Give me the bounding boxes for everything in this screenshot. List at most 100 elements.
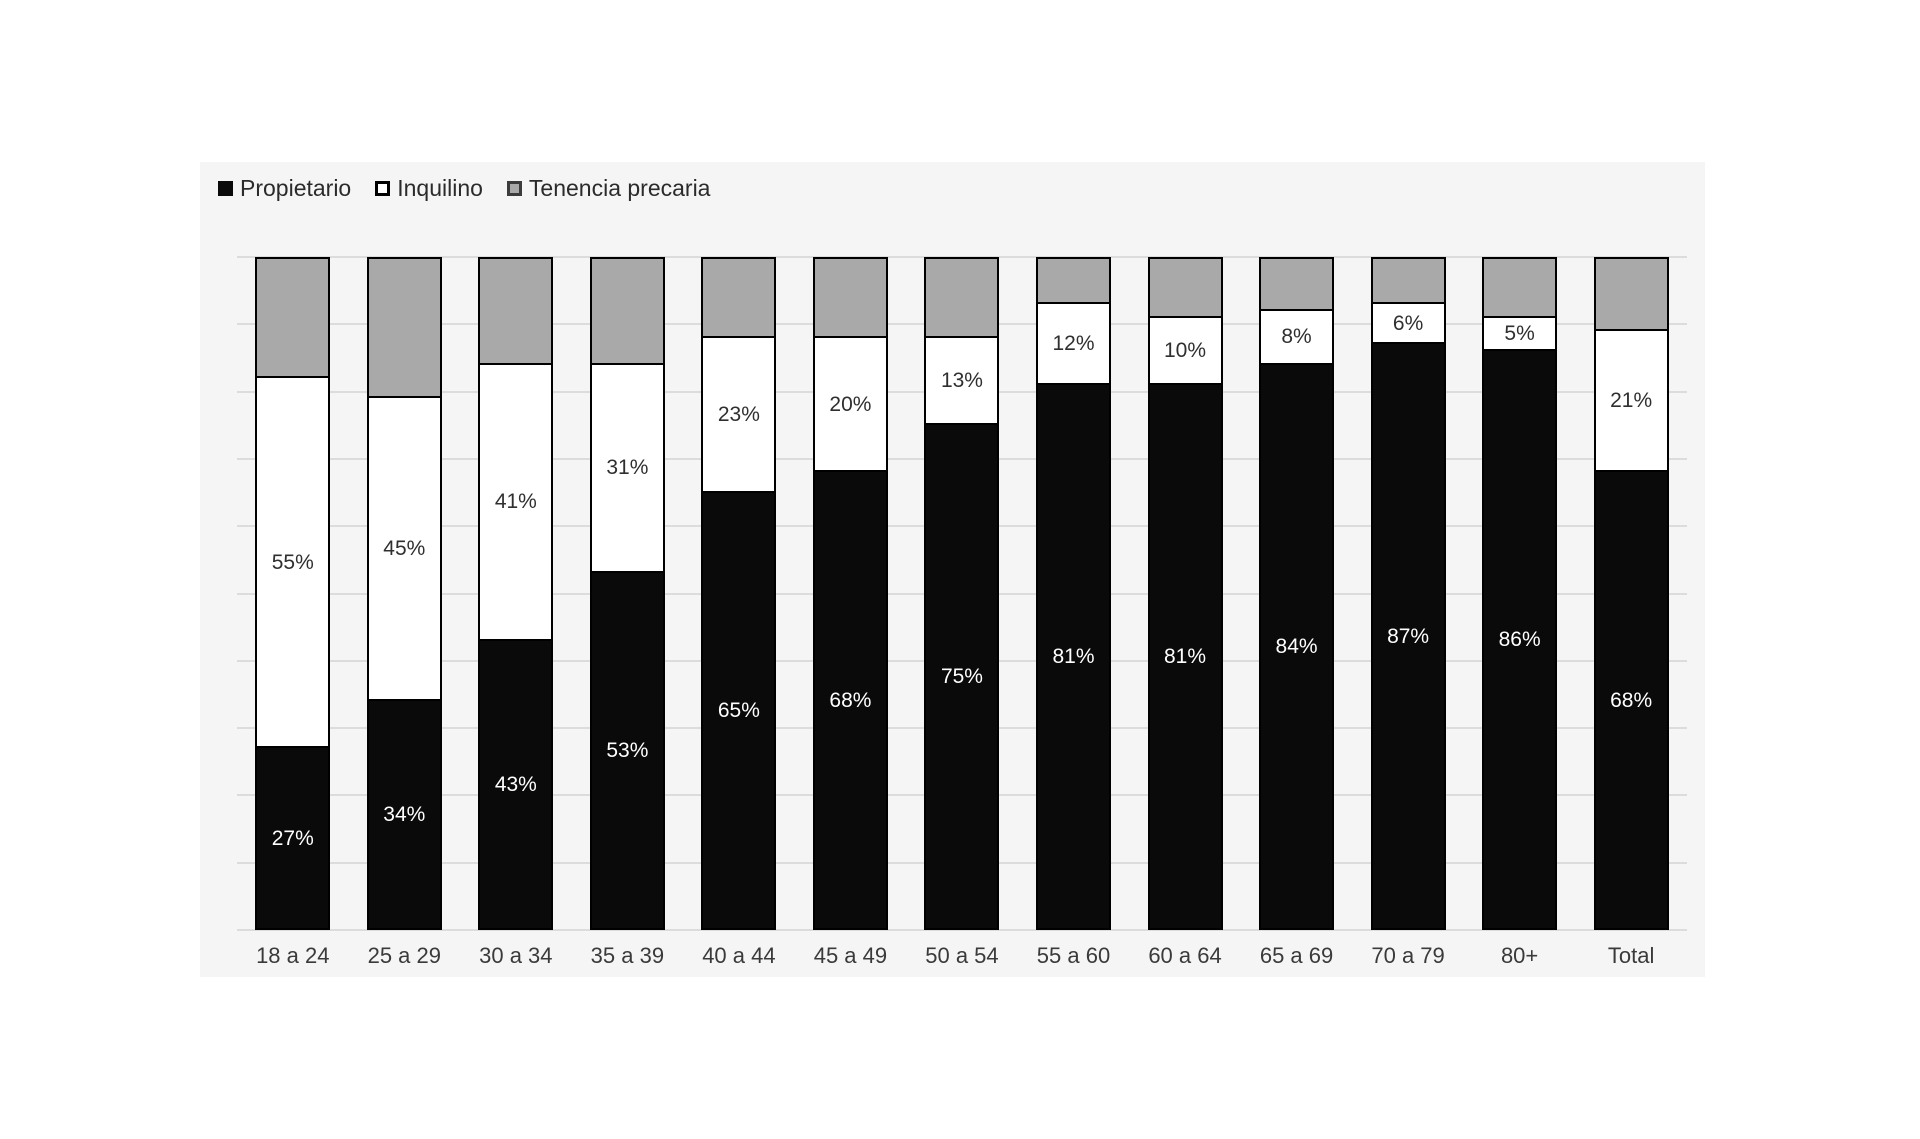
legend-swatch-propietario-icon xyxy=(218,181,233,196)
segment-label: 13% xyxy=(940,368,983,392)
segment-label: 10% xyxy=(1164,338,1207,362)
legend-label-propietario: Propietario xyxy=(240,175,352,201)
segment-inquilino: 23% xyxy=(701,337,777,493)
legend-swatch-tenencia-precaria-icon xyxy=(506,181,522,196)
segment-label: 43% xyxy=(494,772,537,796)
segment-label: 31% xyxy=(606,456,649,480)
segment-propietario: 75% xyxy=(924,425,1000,930)
bar-column: 20% 68% 45 a 49 xyxy=(812,257,888,968)
x-axis-label: 80+ xyxy=(1500,943,1539,968)
bar-column: 12% 81% 55 a 60 xyxy=(1035,257,1111,968)
segment-tenencia-precaria xyxy=(255,257,331,379)
segment-label: 27% xyxy=(271,826,314,850)
legend-item-propietario: Propietario xyxy=(218,175,351,202)
segment-label: 68% xyxy=(1610,688,1653,712)
segment-label: 20% xyxy=(829,392,872,416)
segment-label: 81% xyxy=(1052,644,1095,668)
legend-item-tenencia-precaria: Tenencia precaria xyxy=(506,175,710,202)
segment-tenencia-precaria xyxy=(366,257,442,399)
bar-column: 31% 53% 35 a 39 xyxy=(589,257,665,968)
segment-label: 55% xyxy=(271,550,314,574)
segment-inquilino: 21% xyxy=(1593,331,1669,473)
chart-legend: Propietario Inquilino Tenencia precaria xyxy=(218,175,710,202)
segment-tenencia-precaria xyxy=(589,257,665,365)
x-axis-label: 50 a 54 xyxy=(925,943,999,968)
bar-stack: 21% 68% xyxy=(1593,257,1669,930)
bar-column: 21% 68% Total xyxy=(1593,257,1669,968)
segment-label: 5% xyxy=(1504,321,1535,345)
segment-label: 53% xyxy=(606,739,649,763)
bar-stack: 55% 27% xyxy=(255,257,331,930)
segment-label: 87% xyxy=(1387,624,1430,648)
segment-inquilino: 55% xyxy=(255,378,331,749)
x-axis-label: 18 a 24 xyxy=(256,943,330,968)
segment-inquilino: 13% xyxy=(924,337,1000,426)
legend-item-inquilino: Inquilino xyxy=(375,175,483,202)
bar-column: 23% 65% 40 a 44 xyxy=(701,257,777,968)
bar-stack: 13% 75% xyxy=(924,257,1000,930)
segment-tenencia-precaria xyxy=(924,257,1000,338)
x-axis-label: 40 a 44 xyxy=(702,943,776,968)
segment-tenencia-precaria xyxy=(1370,257,1446,305)
segment-inquilino: 41% xyxy=(478,364,554,641)
segment-inquilino: 31% xyxy=(589,364,665,574)
segment-tenencia-precaria xyxy=(1259,257,1335,311)
segment-label: 75% xyxy=(940,665,983,689)
legend-swatch-inquilino-icon xyxy=(375,181,391,196)
x-axis-label: 70 a 79 xyxy=(1371,943,1445,968)
bar-stack: 5% 86% xyxy=(1482,257,1558,930)
segment-tenencia-precaria xyxy=(1593,257,1669,332)
segment-tenencia-precaria xyxy=(812,257,888,338)
segment-label: 6% xyxy=(1392,311,1424,335)
segment-propietario: 34% xyxy=(366,701,442,930)
bar-stack: 12% 81% xyxy=(1035,257,1111,930)
segment-tenencia-precaria xyxy=(1147,257,1223,318)
x-axis-label: 55 a 60 xyxy=(1036,943,1111,968)
legend-label-inquilino: Inquilino xyxy=(397,175,483,201)
plot-area: 55% 27% 18 a 24 45% 34% 25 a 29 41% 43% 30 a 34 3… xyxy=(237,256,1687,968)
bar-column: 10% 81% 60 a 64 xyxy=(1147,257,1223,968)
x-axis-label: 30 a 34 xyxy=(479,943,553,968)
segment-label: 23% xyxy=(717,402,760,426)
x-axis-label: 25 a 29 xyxy=(367,943,441,968)
segment-propietario: 68% xyxy=(812,472,888,930)
chart-panel: Propietario Inquilino Tenencia precaria … xyxy=(200,162,1705,977)
x-axis-label: 45 a 49 xyxy=(813,943,888,968)
bar-column: 8% 84% 65 a 69 xyxy=(1259,257,1335,968)
segment-propietario: 53% xyxy=(589,573,665,930)
bar-column: 45% 34% 25 a 29 xyxy=(366,257,442,968)
segment-propietario: 84% xyxy=(1259,364,1335,930)
segment-propietario: 68% xyxy=(1593,472,1669,930)
bar-stack: 6% 87% xyxy=(1370,257,1446,930)
x-axis-label: 60 a 64 xyxy=(1148,943,1222,968)
segment-label: 21% xyxy=(1610,389,1653,413)
segment-label: 45% xyxy=(383,537,426,561)
bar-stack: 23% 65% xyxy=(701,257,777,930)
segment-label: 41% xyxy=(494,490,537,514)
segment-label: 8% xyxy=(1281,325,1312,349)
x-axis-label: 65 a 69 xyxy=(1259,943,1334,968)
bar-stack: 8% 84% xyxy=(1259,257,1335,930)
segment-tenencia-precaria xyxy=(701,257,777,338)
segment-propietario: 81% xyxy=(1035,384,1111,930)
x-axis-label: Total xyxy=(1607,943,1655,968)
segment-inquilino: 20% xyxy=(812,337,888,473)
bar-stack: 10% 81% xyxy=(1147,257,1223,930)
segment-label: 12% xyxy=(1052,331,1095,355)
bar-stack: 20% 68% xyxy=(812,257,888,930)
segment-tenencia-precaria xyxy=(1482,257,1558,318)
gridline xyxy=(237,929,1687,931)
segment-label: 81% xyxy=(1164,644,1207,668)
segment-inquilino: 5% xyxy=(1482,317,1558,352)
bar-column: 6% 87% 70 a 79 xyxy=(1370,257,1446,968)
bar-column: 13% 75% 50 a 54 xyxy=(924,257,1000,968)
segment-label: 68% xyxy=(829,688,872,712)
bar-stack: 45% 34% xyxy=(366,257,442,930)
bar-column: 41% 43% 30 a 34 xyxy=(478,257,554,968)
segment-propietario: 81% xyxy=(1147,384,1223,930)
segment-inquilino: 8% xyxy=(1259,310,1335,365)
bar-stack: 41% 43% xyxy=(478,257,554,930)
bar-column: 55% 27% 18 a 24 xyxy=(255,257,331,968)
segment-propietario: 87% xyxy=(1370,344,1446,930)
segment-label: 84% xyxy=(1275,634,1318,658)
